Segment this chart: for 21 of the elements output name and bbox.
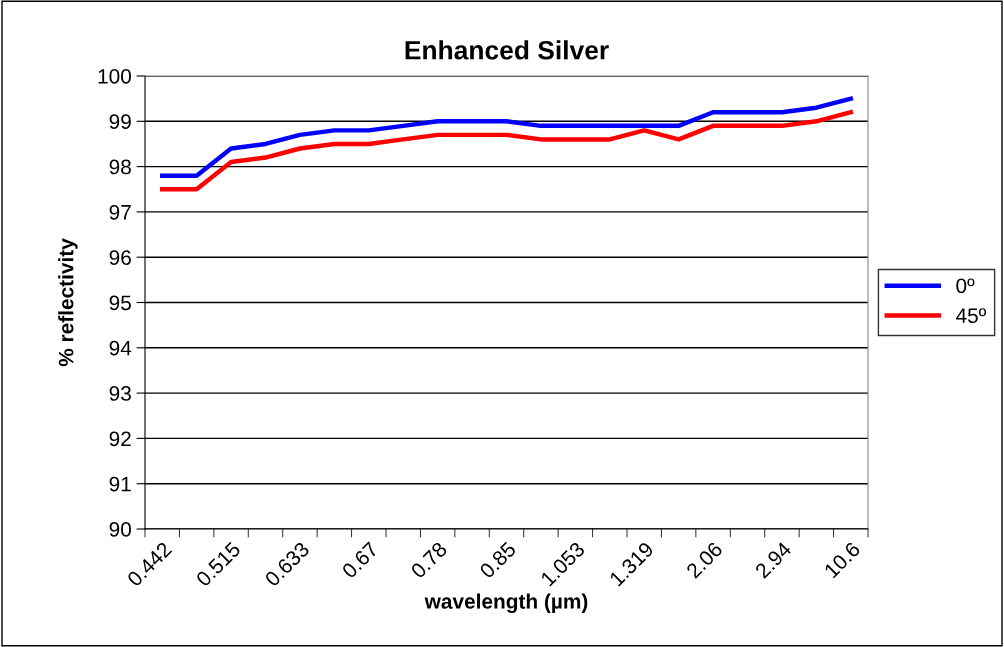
y-tick-label: 93 [109, 386, 131, 401]
line-series [159, 110, 854, 192]
y-axis-title: % reflectivity [58, 238, 78, 367]
x-tick-label: 0.78 [409, 541, 448, 580]
y-tick-label: 94 [109, 340, 132, 356]
line-series [159, 96, 854, 178]
y-tick-label: 98 [109, 159, 131, 175]
legend-label: 45º [955, 308, 987, 324]
y-tick-label: 96 [109, 250, 131, 265]
y-tick-label: 99 [109, 114, 131, 130]
chart-title: Enhanced Silver [405, 40, 609, 60]
y-tick-label: 92 [109, 431, 131, 447]
legend-label: 0º [956, 278, 975, 294]
x-tick-label: 10.6 [823, 541, 861, 579]
y-tick-label: 100 [98, 69, 131, 84]
x-axis-title: wavelength (µm) [424, 593, 588, 613]
y-tick-label: 97 [109, 204, 131, 220]
x-tick-label: 0.85 [478, 541, 517, 580]
y-tick-label: 91 [109, 476, 131, 492]
y-tick-label: 90 [109, 522, 131, 537]
y-tick-label: 95 [109, 295, 131, 311]
